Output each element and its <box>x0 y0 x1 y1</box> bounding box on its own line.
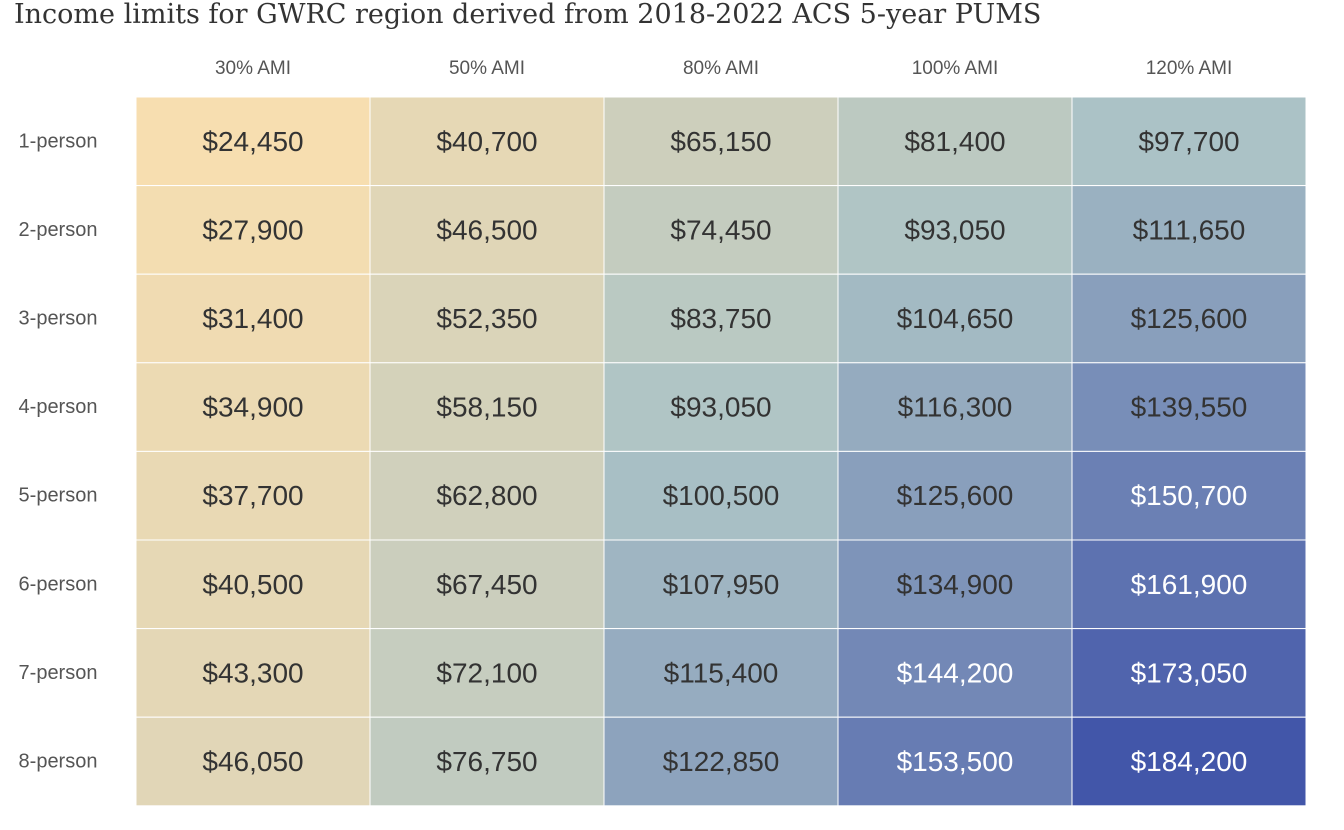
cell-value-label: $184,200 <box>1131 746 1248 777</box>
heatmap-cell <box>603 450 839 541</box>
cell-value-label: $76,750 <box>436 746 537 777</box>
cell-value-label: $72,100 <box>436 657 537 688</box>
heatmap-cell <box>369 716 605 807</box>
heatmap-cell <box>1071 539 1307 630</box>
heatmap-cell <box>1071 185 1307 275</box>
heatmap-cell <box>603 539 839 630</box>
heatmap-cell <box>135 362 371 452</box>
cell-value-label: $161,900 <box>1131 569 1248 600</box>
heatmap-cell <box>369 96 605 187</box>
cell-value-label: $122,850 <box>663 746 780 777</box>
heatmap-cell <box>603 96 839 187</box>
cell-value-label: $31,400 <box>202 303 303 334</box>
cell-value-label: $43,300 <box>202 657 303 688</box>
cell-value-label: $150,700 <box>1131 480 1248 511</box>
chart-title: Income limits for GWRC region derived fr… <box>14 0 1041 30</box>
cell-value-label: $111,650 <box>1133 214 1246 245</box>
cell-value-label: $74,450 <box>670 214 771 245</box>
cell-value-label: $173,050 <box>1131 657 1248 688</box>
cell-value-label: $100,500 <box>663 480 780 511</box>
cell-value-label: $27,900 <box>202 214 303 245</box>
column-label: 120% AMI <box>1146 58 1233 79</box>
cell-value-label: $34,900 <box>202 392 303 423</box>
row-label: 7-person <box>19 662 98 684</box>
column-label: 50% AMI <box>449 58 525 79</box>
cell-value-label: $67,450 <box>436 569 537 600</box>
heatmap-cell <box>603 362 839 452</box>
cell-value-label: $40,500 <box>202 569 303 600</box>
cell-value-label: $116,300 <box>898 392 1013 423</box>
heatmap-cell <box>369 539 605 630</box>
cell-value-label: $24,450 <box>202 126 303 157</box>
heatmap-cell <box>135 185 371 275</box>
cell-value-label: $58,150 <box>436 392 537 423</box>
cell-value-label: $107,950 <box>663 569 780 600</box>
row-label: 1-person <box>19 130 98 152</box>
cell-value-label: $93,050 <box>670 392 771 423</box>
cell-value-label: $46,050 <box>202 746 303 777</box>
heatmap-cell <box>1071 273 1307 364</box>
heatmap-cell <box>1071 362 1307 452</box>
heatmap-cell <box>369 450 605 541</box>
heatmap-cell <box>369 362 605 452</box>
cell-value-label: $62,800 <box>436 480 537 511</box>
cell-value-label: $97,700 <box>1138 126 1239 157</box>
row-label: 8-person <box>19 751 98 773</box>
row-label: 5-person <box>19 485 98 507</box>
cell-value-label: $125,600 <box>1131 303 1248 334</box>
heatmap-cell <box>837 362 1073 452</box>
cell-value-label: $81,400 <box>904 126 1005 157</box>
cell-value-label: $134,900 <box>897 569 1014 600</box>
row-label: 3-person <box>19 308 98 330</box>
row-labels: 1-person 2-person 3-person 4-person 5-person… <box>19 130 98 772</box>
heatmap-cell <box>837 716 1073 807</box>
cell-value-label: $144,200 <box>897 657 1014 688</box>
cell-value-label: $153,500 <box>897 746 1014 777</box>
heatmap-cell <box>603 273 839 364</box>
column-label: 30% AMI <box>215 58 291 79</box>
heatmap-cell <box>603 716 839 807</box>
heatmap-cell <box>837 539 1073 630</box>
cell-value-label: $65,150 <box>670 126 771 157</box>
heatmap-cell <box>135 628 371 718</box>
heatmap-cell <box>1071 716 1307 807</box>
heatmap-cells: $24,450 $40,700 $65,150 $81,400 $97,700 $27,9… <box>135 96 1307 807</box>
heatmap-cell <box>1071 450 1307 541</box>
heatmap-cell <box>369 273 605 364</box>
cell-value-label: $37,700 <box>202 480 303 511</box>
cell-value-label: $46,500 <box>436 214 537 245</box>
cell-value-label: $93,050 <box>904 214 1005 245</box>
heatmap-cell <box>837 273 1073 364</box>
cell-value-label: $104,650 <box>897 303 1014 334</box>
cell-value-label: $115,400 <box>664 657 779 688</box>
heatmap-cell <box>135 716 371 807</box>
cell-value-label: $125,600 <box>897 480 1014 511</box>
heatmap-cell <box>603 185 839 275</box>
column-label: 100% AMI <box>912 58 999 79</box>
cell-value-label: $139,550 <box>1131 392 1248 423</box>
cell-value-label: $83,750 <box>670 303 771 334</box>
cell-value-label: $52,350 <box>436 303 537 334</box>
heatmap-cell <box>135 450 371 541</box>
heatmap-cell <box>837 96 1073 187</box>
row-label: 2-person <box>19 219 98 241</box>
heatmap-cell <box>1071 628 1307 718</box>
heatmap-cell <box>1071 96 1307 187</box>
row-label: 6-person <box>19 573 98 595</box>
row-label: 4-person <box>19 396 98 418</box>
column-labels: 30% AMI 50% AMI 80% AMI 100% AMI 120% AMI <box>215 58 1232 79</box>
column-label: 80% AMI <box>683 58 759 79</box>
cell-value-label: $40,700 <box>436 126 537 157</box>
heatmap-cell <box>135 96 371 187</box>
